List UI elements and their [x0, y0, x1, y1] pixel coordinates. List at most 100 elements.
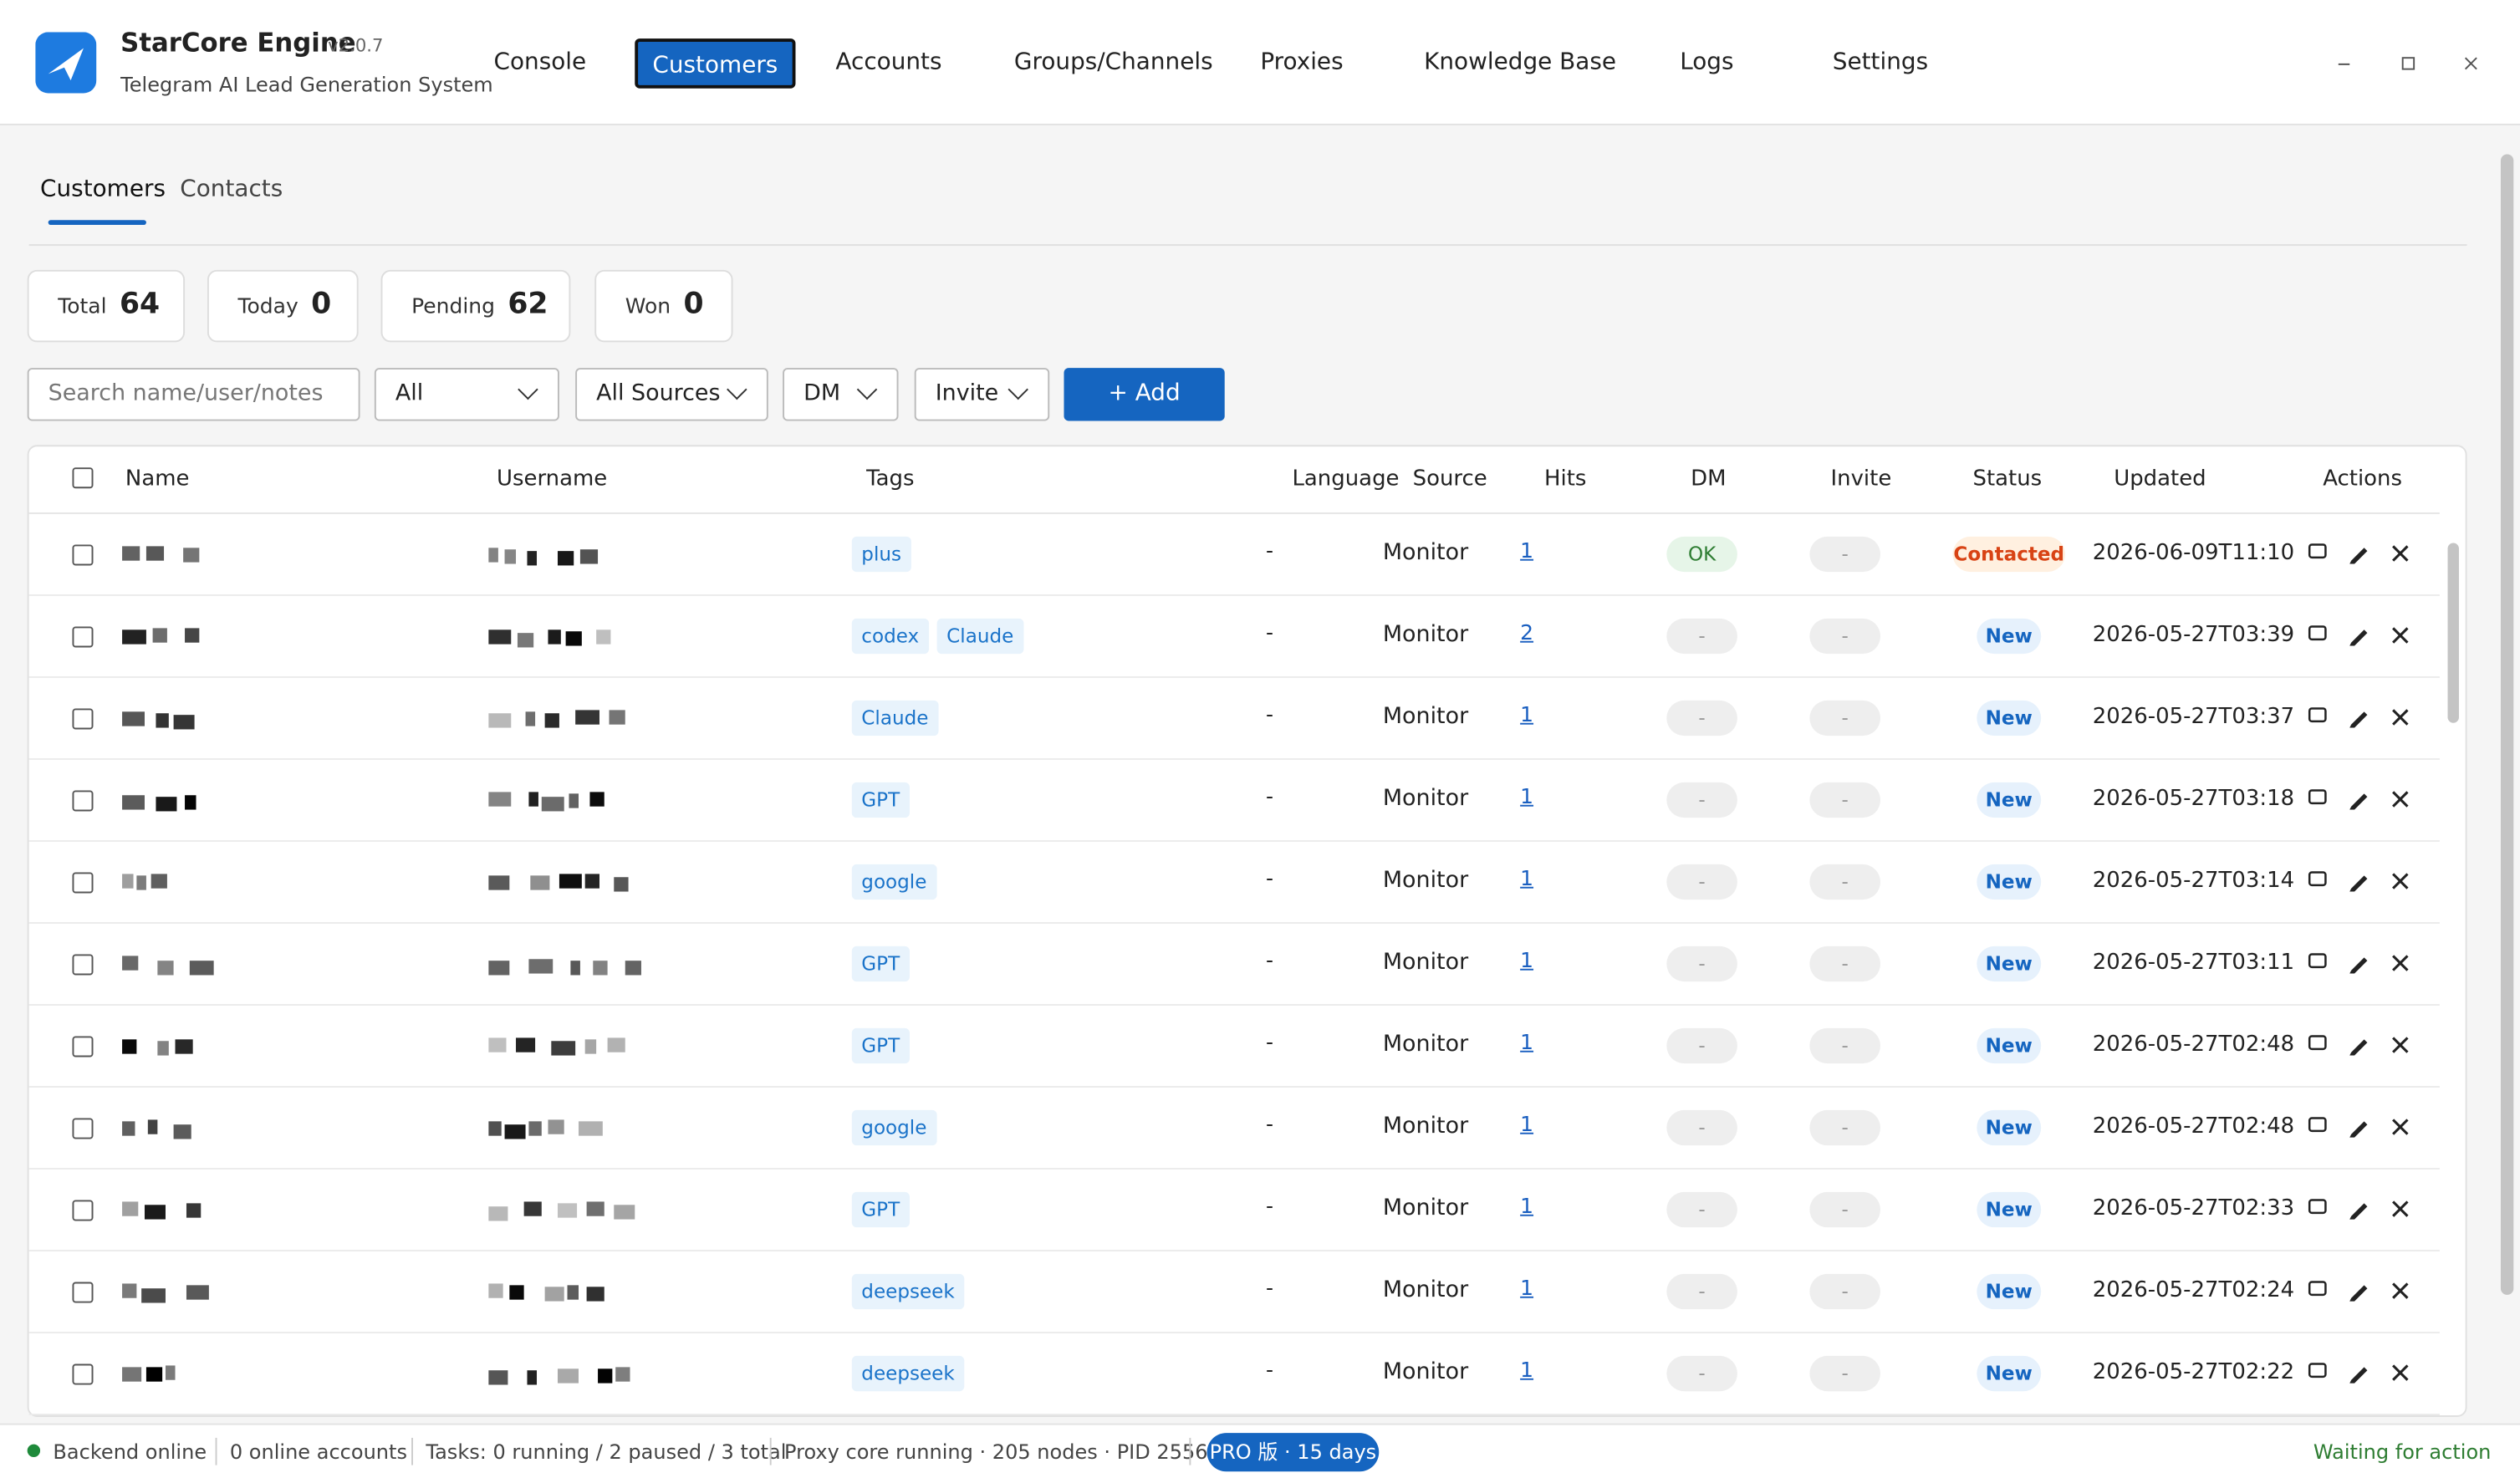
redacted-text: [122, 1367, 142, 1382]
stat-label: Pending: [411, 295, 495, 320]
badge: -: [1809, 1191, 1880, 1228]
badge: -: [1809, 782, 1880, 818]
hits-link[interactable]: 1: [1520, 1113, 1534, 1138]
status-separator: [215, 1437, 217, 1465]
row-actions[interactable]: [2306, 542, 2412, 568]
redacted-text: [156, 713, 169, 728]
column-header: DM: [1691, 466, 1727, 492]
row-actions[interactable]: [2306, 787, 2412, 813]
row-actions[interactable]: [2306, 1033, 2412, 1059]
tag: Claude: [936, 618, 1023, 655]
checkbox[interactable]: [72, 544, 94, 566]
checkbox[interactable]: [72, 1118, 94, 1139]
filter-select[interactable]: Invite: [914, 368, 1050, 421]
nav-item[interactable]: Settings: [1832, 49, 1929, 76]
redacted-text: [488, 713, 512, 728]
badge: New: [1977, 1273, 2042, 1310]
nav-item[interactable]: Console: [493, 49, 587, 76]
language: -: [1266, 1113, 1274, 1138]
filter-select[interactable]: All Sources: [575, 368, 768, 421]
checkbox[interactable]: [72, 954, 94, 976]
nav-item[interactable]: Logs: [1680, 49, 1734, 76]
hits-link[interactable]: 1: [1520, 1031, 1534, 1056]
row-divider: [28, 594, 2440, 596]
hits-link[interactable]: 1: [1520, 1277, 1534, 1302]
nav-item[interactable]: Customers: [635, 38, 796, 89]
redacted-text: [141, 1288, 166, 1303]
badge: New: [1977, 864, 2042, 900]
row-actions[interactable]: [2306, 706, 2412, 731]
updated: 2026-06-09T11:10: [2092, 539, 2295, 566]
tag: GPT: [851, 1027, 910, 1064]
row-actions[interactable]: [2306, 869, 2412, 895]
nav-item[interactable]: Knowledge Base: [1424, 49, 1617, 76]
hits-link[interactable]: 1: [1520, 867, 1534, 892]
status-separator: [411, 1437, 414, 1465]
page-scrollbar: [2500, 154, 2514, 1295]
nav-item[interactable]: Proxies: [1260, 49, 1344, 76]
redacted-text: [488, 961, 510, 976]
redacted-text: [607, 1037, 625, 1052]
redacted-text: [528, 959, 553, 974]
row-actions[interactable]: [2306, 1197, 2412, 1223]
hits-link[interactable]: 1: [1520, 703, 1534, 728]
row-actions[interactable]: [2306, 624, 2412, 650]
table-panel: [27, 445, 2467, 1417]
search-input[interactable]: Search name/user/notes: [27, 368, 360, 421]
checkbox[interactable]: [72, 1036, 94, 1058]
row-actions[interactable]: [2306, 951, 2412, 977]
badge: Contacted: [1952, 536, 2066, 573]
badge: -: [1666, 945, 1737, 982]
hits-link[interactable]: 1: [1520, 785, 1534, 810]
hits-link[interactable]: 1: [1520, 949, 1534, 974]
column-header: Hits: [1543, 466, 1587, 492]
checkbox[interactable]: [72, 790, 94, 812]
hits-link[interactable]: 1: [1520, 1195, 1534, 1220]
checkbox[interactable]: [72, 872, 94, 894]
window-controls[interactable]: [2330, 51, 2491, 77]
checkbox[interactable]: [72, 1282, 94, 1303]
row-divider: [28, 1168, 2440, 1170]
status-separator: [1189, 1437, 1191, 1465]
filter-select[interactable]: DM: [783, 368, 899, 421]
source: Monitor: [1382, 949, 1469, 976]
row-divider: [28, 758, 2440, 760]
row-actions[interactable]: [2306, 1115, 2412, 1141]
nav-item[interactable]: Groups/Channels: [1013, 49, 1213, 76]
row-divider: [28, 840, 2440, 842]
checkbox[interactable]: [72, 708, 94, 730]
add-button[interactable]: + Add: [1064, 368, 1225, 421]
redacted-text: [175, 1039, 193, 1054]
badge: -: [1666, 1191, 1737, 1228]
checkbox[interactable]: [72, 1200, 94, 1221]
nav-item[interactable]: Accounts: [835, 49, 942, 76]
row-actions[interactable]: [2306, 1361, 2412, 1387]
redacted-text: [516, 1037, 536, 1052]
tag: GPT: [851, 782, 910, 818]
language: -: [1266, 867, 1274, 892]
badge: -: [1809, 1027, 1880, 1064]
source: Monitor: [1382, 621, 1469, 648]
redacted-text: [596, 629, 611, 645]
tab[interactable]: Customers: [40, 176, 166, 203]
redacted-text: [488, 1206, 508, 1221]
updated: 2026-05-27T03:14: [2092, 867, 2295, 894]
source: Monitor: [1382, 1031, 1469, 1058]
row-actions[interactable]: [2306, 1279, 2412, 1305]
filter-select[interactable]: All: [374, 368, 559, 421]
checkbox[interactable]: [72, 626, 94, 648]
redacted-text: [145, 546, 165, 561]
hits-link[interactable]: 2: [1520, 621, 1534, 646]
redacted-text: [189, 961, 214, 976]
redacted-text: [122, 1039, 137, 1054]
source: Monitor: [1382, 539, 1469, 566]
checkbox[interactable]: [72, 467, 94, 489]
redacted-text: [173, 1124, 191, 1139]
badge: New: [1977, 782, 2042, 818]
hits-link[interactable]: 1: [1520, 1358, 1534, 1384]
hits-link[interactable]: 1: [1520, 539, 1534, 564]
checkbox[interactable]: [72, 1363, 94, 1385]
stat-card: Won 0: [594, 269, 733, 343]
stat-card: Today 0: [207, 269, 359, 343]
tab[interactable]: Contacts: [180, 176, 283, 203]
